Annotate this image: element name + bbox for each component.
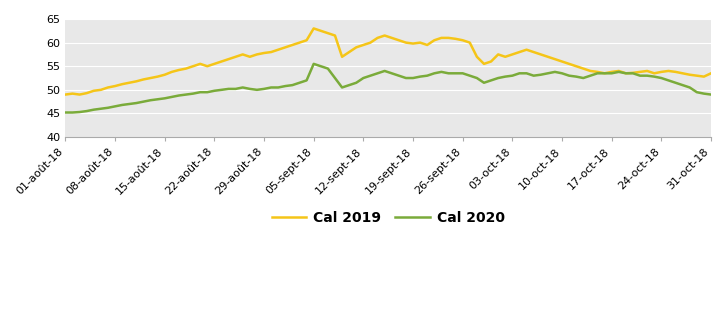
Legend: Cal 2019, Cal 2020: Cal 2019, Cal 2020: [266, 205, 510, 230]
Cal 2019: [608, 70, 616, 74]
Cal 2019: [452, 37, 460, 41]
Cal 2019: [544, 55, 552, 59]
Cal 2019: [572, 64, 581, 68]
Cal 2020: [452, 71, 460, 75]
Line: Cal 2020: Cal 2020: [65, 64, 711, 113]
Line: Cal 2019: Cal 2019: [65, 28, 711, 94]
Cal 2020: [309, 62, 318, 66]
Cal 2020: [544, 71, 552, 75]
Cal 2019: [579, 67, 587, 71]
Cal 2020: [579, 76, 587, 80]
Cal 2019: [61, 92, 70, 96]
Cal 2019: [309, 26, 318, 30]
Cal 2020: [706, 92, 715, 96]
Cal 2020: [608, 71, 616, 75]
Cal 2020: [586, 74, 595, 78]
Cal 2020: [572, 75, 581, 79]
Cal 2019: [586, 69, 595, 73]
Cal 2020: [61, 111, 70, 115]
Cal 2019: [706, 71, 715, 75]
